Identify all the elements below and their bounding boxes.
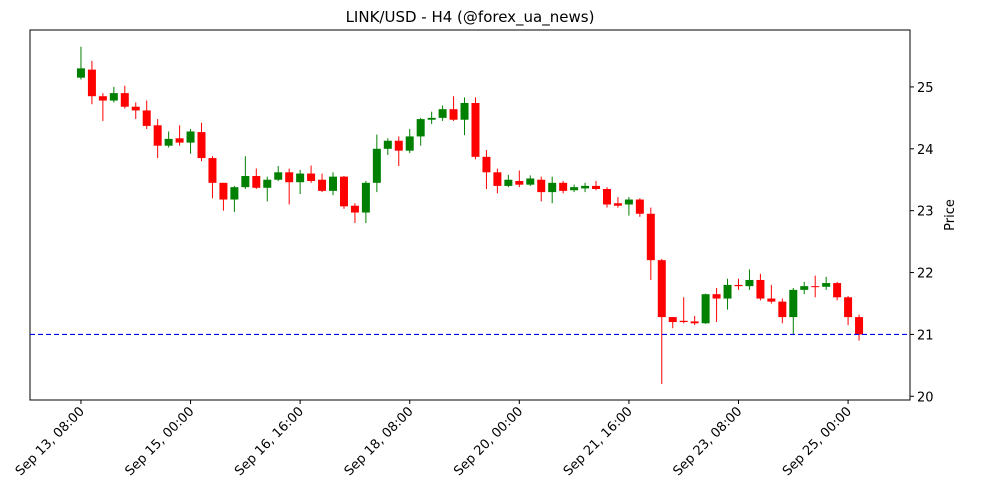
- candle-body: [186, 131, 195, 143]
- candle-body: [394, 140, 403, 151]
- plot-frame: [29, 29, 911, 401]
- candle-body: [405, 136, 414, 151]
- candle-body: [427, 117, 436, 120]
- x-tick-label: Sep 15, 00:00: [122, 404, 197, 479]
- candle-body: [657, 260, 666, 318]
- candle-body: [515, 180, 524, 185]
- x-tick-label: Sep 13, 08:00: [13, 404, 88, 479]
- y-tick-label: 23: [917, 205, 934, 220]
- candle-body: [142, 110, 151, 126]
- candle-body: [811, 286, 820, 288]
- candle-body: [592, 185, 601, 190]
- candle-body: [602, 189, 611, 205]
- candle-body: [109, 93, 118, 101]
- candle-body: [701, 294, 710, 324]
- candle-body: [800, 286, 809, 290]
- candle-body: [493, 172, 502, 186]
- candle-body: [712, 294, 721, 299]
- candle-body: [372, 148, 381, 183]
- candle-body: [76, 68, 85, 78]
- candle-body: [526, 178, 535, 185]
- candle-body: [635, 199, 644, 214]
- candle-body: [570, 187, 579, 191]
- y-tick-label: 25: [917, 81, 934, 96]
- candle-body: [679, 320, 688, 323]
- candle-body: [646, 213, 655, 261]
- candle-body: [230, 187, 239, 200]
- x-tick-label: Sep 20, 00:00: [451, 404, 526, 479]
- y-tick-label: 22: [917, 267, 934, 282]
- candle-body: [822, 283, 831, 287]
- y-tick-label: 21: [917, 328, 934, 343]
- candle-body: [263, 179, 272, 188]
- candle-body: [460, 103, 469, 120]
- candle-body: [175, 138, 184, 143]
- candle-body: [164, 138, 173, 146]
- candle-body: [548, 182, 557, 193]
- x-tick-label: Sep 25, 00:00: [780, 404, 855, 479]
- candle-body: [855, 317, 864, 335]
- candle-body: [307, 173, 316, 181]
- candle-body: [449, 109, 458, 120]
- candle-body: [219, 182, 228, 200]
- candle-body: [98, 96, 107, 101]
- candle-body: [767, 298, 776, 302]
- candle-body: [252, 176, 261, 188]
- x-tick-label: Sep 18, 08:00: [342, 404, 417, 479]
- candle-body: [296, 173, 305, 183]
- candle-body: [756, 279, 765, 299]
- candle-body: [778, 301, 787, 318]
- x-tick-label: Sep 21, 16:00: [561, 404, 636, 479]
- candle-body: [339, 176, 348, 207]
- candle-body: [120, 93, 129, 107]
- candle-body: [241, 176, 250, 188]
- candle-body: [416, 119, 425, 137]
- candle-body: [197, 132, 206, 159]
- candle-body: [613, 203, 622, 206]
- chart-title: LINK/USD - H4 (@forex_ua_news): [346, 8, 595, 27]
- x-tick-label: Sep 23, 08:00: [670, 404, 745, 479]
- candle-body: [329, 176, 338, 191]
- candle-body: [361, 182, 370, 213]
- candle-body: [624, 199, 633, 205]
- candle-body: [745, 279, 754, 287]
- candle-body: [350, 205, 359, 213]
- candle-body: [131, 106, 140, 111]
- candle-body: [537, 179, 546, 193]
- candle-body: [208, 158, 217, 183]
- candle-body: [559, 182, 568, 191]
- candle-body: [383, 140, 392, 149]
- candle-body: [833, 283, 842, 298]
- candle-body: [723, 284, 732, 299]
- y-axis-label: Price: [943, 199, 958, 231]
- candle-body: [668, 317, 677, 323]
- candle-body: [734, 284, 743, 287]
- candle-body: [690, 321, 699, 324]
- candle-body: [87, 69, 96, 97]
- candle-body: [318, 179, 327, 191]
- candle-body: [482, 156, 491, 173]
- x-tick-label: Sep 16, 16:00: [232, 404, 307, 479]
- y-tick-label: 24: [917, 143, 934, 158]
- candle-body: [581, 185, 590, 189]
- candle-body: [789, 289, 798, 318]
- candle-body: [844, 297, 853, 318]
- candle-body: [438, 109, 447, 118]
- candle-body: [471, 103, 480, 157]
- candle-body: [153, 125, 162, 146]
- candle-body: [285, 172, 294, 183]
- candle-body: [504, 179, 513, 186]
- y-tick-label: 20: [917, 390, 934, 405]
- candle-body: [274, 172, 283, 180]
